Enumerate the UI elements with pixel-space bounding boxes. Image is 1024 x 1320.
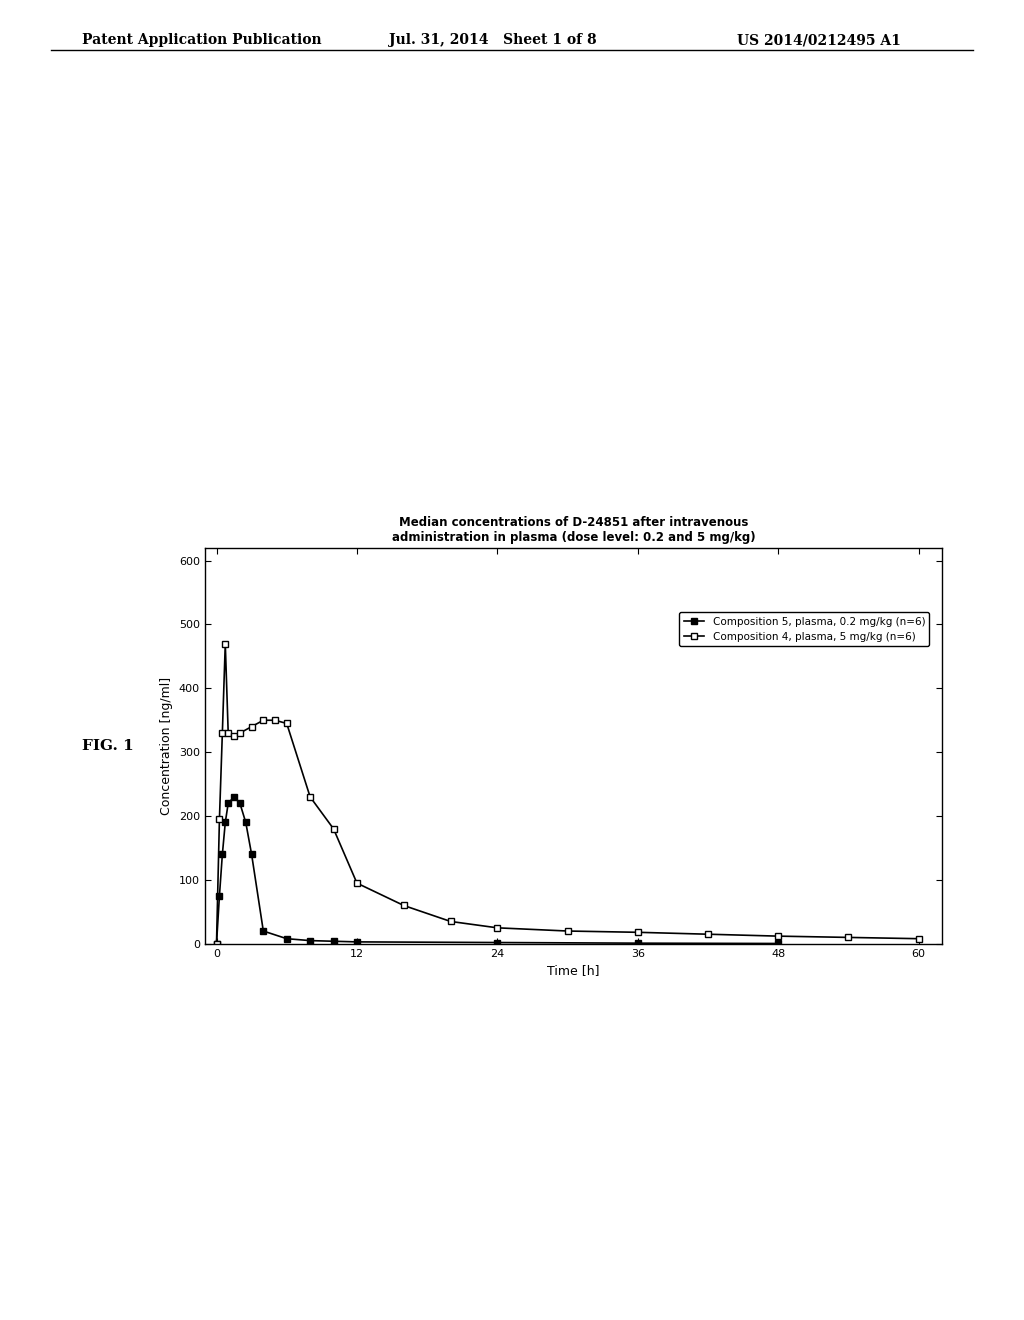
- Composition 5, plasma, 0.2 mg/kg (n=6): [257, 923, 269, 939]
- Composition 5, plasma, 0.2 mg/kg (n=6): [632, 936, 644, 952]
- Composition 4, plasma, 5 mg/kg (n=6): [246, 718, 258, 734]
- Composition 4, plasma, 5 mg/kg (n=6): [210, 936, 222, 952]
- Composition 4, plasma, 5 mg/kg (n=6): [269, 713, 282, 729]
- Composition 4, plasma, 5 mg/kg (n=6): [219, 636, 231, 652]
- Composition 4, plasma, 5 mg/kg (n=6): [228, 729, 241, 744]
- Composition 4, plasma, 5 mg/kg (n=6): [351, 875, 364, 891]
- Composition 5, plasma, 0.2 mg/kg (n=6): [772, 936, 784, 952]
- Composition 5, plasma, 0.2 mg/kg (n=6): [240, 814, 252, 830]
- Composition 4, plasma, 5 mg/kg (n=6): [843, 929, 855, 945]
- Composition 5, plasma, 0.2 mg/kg (n=6): [246, 846, 258, 862]
- Composition 5, plasma, 0.2 mg/kg (n=6): [222, 796, 234, 812]
- Composition 5, plasma, 0.2 mg/kg (n=6): [228, 789, 241, 805]
- Composition 4, plasma, 5 mg/kg (n=6): [444, 913, 457, 929]
- Line: Composition 5, plasma, 0.2 mg/kg (n=6): Composition 5, plasma, 0.2 mg/kg (n=6): [213, 793, 781, 948]
- Composition 4, plasma, 5 mg/kg (n=6): [328, 821, 340, 837]
- Composition 4, plasma, 5 mg/kg (n=6): [912, 931, 925, 946]
- Composition 5, plasma, 0.2 mg/kg (n=6): [281, 931, 293, 946]
- Composition 5, plasma, 0.2 mg/kg (n=6): [216, 846, 228, 862]
- Y-axis label: Concentration [ng/ml]: Concentration [ng/ml]: [161, 677, 173, 814]
- Text: Patent Application Publication: Patent Application Publication: [82, 33, 322, 48]
- Composition 4, plasma, 5 mg/kg (n=6): [397, 898, 410, 913]
- Composition 4, plasma, 5 mg/kg (n=6): [561, 923, 573, 939]
- Composition 4, plasma, 5 mg/kg (n=6): [492, 920, 504, 936]
- Composition 4, plasma, 5 mg/kg (n=6): [216, 725, 228, 741]
- Text: US 2014/0212495 A1: US 2014/0212495 A1: [737, 33, 901, 48]
- Composition 5, plasma, 0.2 mg/kg (n=6): [328, 933, 340, 949]
- Composition 4, plasma, 5 mg/kg (n=6): [304, 789, 316, 805]
- Composition 4, plasma, 5 mg/kg (n=6): [772, 928, 784, 944]
- Line: Composition 4, plasma, 5 mg/kg (n=6): Composition 4, plasma, 5 mg/kg (n=6): [213, 640, 923, 948]
- Composition 4, plasma, 5 mg/kg (n=6): [281, 715, 293, 731]
- Composition 5, plasma, 0.2 mg/kg (n=6): [492, 935, 504, 950]
- Composition 4, plasma, 5 mg/kg (n=6): [632, 924, 644, 940]
- Composition 4, plasma, 5 mg/kg (n=6): [701, 927, 714, 942]
- Composition 4, plasma, 5 mg/kg (n=6): [233, 725, 246, 741]
- Composition 4, plasma, 5 mg/kg (n=6): [222, 725, 234, 741]
- Composition 5, plasma, 0.2 mg/kg (n=6): [210, 936, 222, 952]
- X-axis label: Time [h]: Time [h]: [547, 964, 600, 977]
- Composition 5, plasma, 0.2 mg/kg (n=6): [351, 935, 364, 950]
- Composition 5, plasma, 0.2 mg/kg (n=6): [304, 933, 316, 949]
- Composition 4, plasma, 5 mg/kg (n=6): [257, 713, 269, 729]
- Legend: Composition 5, plasma, 0.2 mg/kg (n=6), Composition 4, plasma, 5 mg/kg (n=6): Composition 5, plasma, 0.2 mg/kg (n=6), …: [679, 612, 930, 645]
- Composition 5, plasma, 0.2 mg/kg (n=6): [213, 888, 225, 904]
- Composition 5, plasma, 0.2 mg/kg (n=6): [219, 814, 231, 830]
- Text: Jul. 31, 2014   Sheet 1 of 8: Jul. 31, 2014 Sheet 1 of 8: [389, 33, 597, 48]
- Text: FIG. 1: FIG. 1: [82, 739, 134, 754]
- Composition 4, plasma, 5 mg/kg (n=6): [213, 812, 225, 828]
- Composition 5, plasma, 0.2 mg/kg (n=6): [233, 796, 246, 812]
- Title: Median concentrations of D-24851 after intravenous
administration in plasma (dos: Median concentrations of D-24851 after i…: [391, 516, 756, 544]
